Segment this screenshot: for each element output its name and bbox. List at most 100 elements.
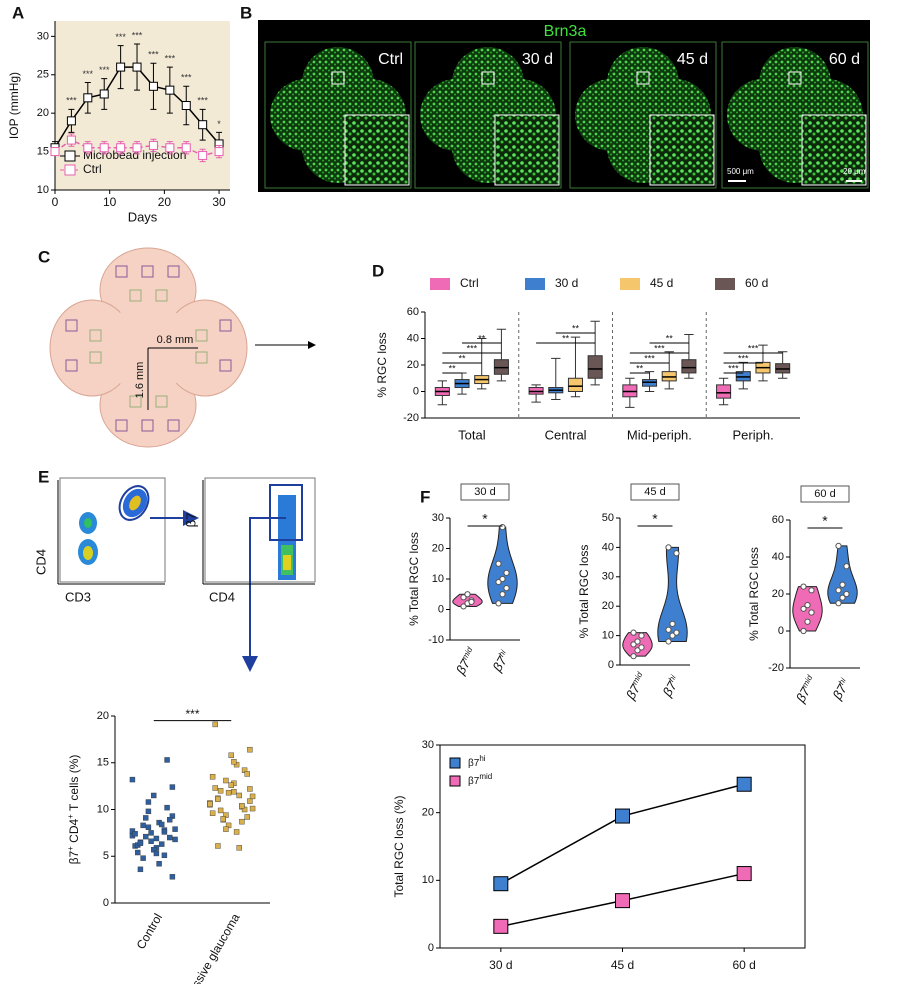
point	[145, 824, 152, 830]
y-tick-label: 20	[422, 807, 434, 819]
legend-swatch	[430, 278, 450, 290]
bracket-label: **	[562, 333, 570, 343]
legend-swatch	[525, 278, 545, 290]
x-tick-label: 30	[212, 195, 226, 209]
x-tick-label: β7mid	[622, 670, 650, 703]
marker	[615, 808, 630, 824]
y-axis-label: % RGC loss	[375, 332, 389, 397]
label-text: β7	[489, 653, 510, 675]
x-tick-label: Mid-periph.	[627, 427, 692, 442]
superscript: hi	[666, 673, 677, 683]
y-tick-label: 15	[37, 145, 49, 157]
legend-swatch	[449, 775, 461, 787]
marker	[615, 893, 630, 909]
marker	[66, 135, 76, 145]
marker	[181, 101, 191, 110]
marker	[181, 143, 191, 153]
flow-axis-label: CD4	[33, 549, 48, 575]
significance: ***	[66, 96, 77, 106]
superscript: hi	[836, 676, 847, 686]
y-tick-label: 10	[432, 573, 444, 585]
point	[669, 632, 676, 639]
point	[800, 583, 807, 590]
y-tick-label: 0	[608, 659, 614, 671]
marker	[165, 143, 175, 153]
point	[140, 855, 146, 861]
y-tick-label: 60	[772, 514, 784, 526]
inset	[649, 114, 715, 186]
x-axis-label: Days	[128, 209, 158, 224]
scale-bar-label: 500 μm	[727, 167, 754, 176]
panel-label: C	[38, 247, 50, 266]
legend-swatch	[715, 278, 735, 290]
bracket-label: **	[478, 333, 486, 343]
point	[460, 603, 467, 610]
bracket-label: **	[666, 333, 674, 343]
point	[247, 798, 253, 804]
condition-label: 30 d	[522, 51, 553, 68]
x-tick-label: Central	[545, 427, 587, 442]
box	[567, 377, 583, 392]
retina-petal	[420, 79, 492, 151]
point	[169, 874, 176, 880]
superscript: mid	[479, 772, 492, 781]
marker	[132, 62, 142, 72]
point	[148, 830, 154, 836]
y-tick-label: 30	[422, 739, 434, 751]
y-tick-label: 0	[103, 897, 109, 909]
point	[673, 629, 680, 636]
point	[129, 776, 136, 783]
point	[634, 647, 641, 654]
point	[665, 626, 672, 633]
superscript: hi	[479, 754, 485, 763]
y-tick-label: -20	[768, 662, 784, 674]
point	[495, 560, 502, 567]
condition-label: 60 d	[829, 51, 860, 68]
y-tick-label: 20	[37, 107, 49, 119]
x-tick-label: 0	[52, 195, 59, 209]
y-tick-label: 30	[432, 512, 444, 524]
flow-axis-label: CD4	[209, 589, 235, 604]
y-tick-label: 10	[602, 630, 614, 642]
point	[499, 575, 506, 583]
marker	[83, 143, 93, 153]
point	[167, 834, 173, 841]
point	[151, 792, 157, 799]
label-text: β7	[67, 851, 81, 865]
legend-label: Ctrl	[83, 162, 102, 176]
point	[153, 835, 160, 842]
roi-box	[481, 71, 495, 85]
violin	[657, 546, 688, 642]
y-tick-label: 50	[602, 512, 614, 524]
panel-label: D	[372, 261, 384, 280]
point	[464, 591, 471, 598]
point	[209, 810, 216, 816]
point	[153, 850, 160, 857]
legend-label: 45 d	[650, 276, 673, 290]
y-tick-label: 0	[428, 942, 434, 954]
point	[239, 818, 245, 825]
title-box	[630, 483, 680, 501]
label-text: β7	[453, 656, 474, 678]
marker	[165, 85, 175, 95]
point	[800, 605, 807, 612]
roi-box	[636, 71, 650, 85]
significance: ***	[197, 96, 208, 106]
flow-axis-label: CD3	[65, 589, 91, 604]
inset	[801, 114, 867, 186]
y-tick-label: 20	[432, 542, 444, 554]
label-text: β7	[468, 758, 480, 769]
point	[223, 826, 229, 832]
point	[630, 641, 637, 648]
point	[236, 845, 242, 851]
y-tick-label: 5	[103, 850, 109, 862]
x-tick-label: Total	[458, 427, 486, 442]
violin	[792, 586, 823, 632]
superscript: hi	[496, 648, 507, 658]
label-text: β7	[468, 776, 480, 787]
marker	[198, 150, 208, 160]
x-tick-label: 10	[103, 195, 117, 209]
flow-axis-label: β7	[183, 513, 198, 528]
significance: ***	[148, 50, 159, 60]
point	[236, 792, 242, 799]
